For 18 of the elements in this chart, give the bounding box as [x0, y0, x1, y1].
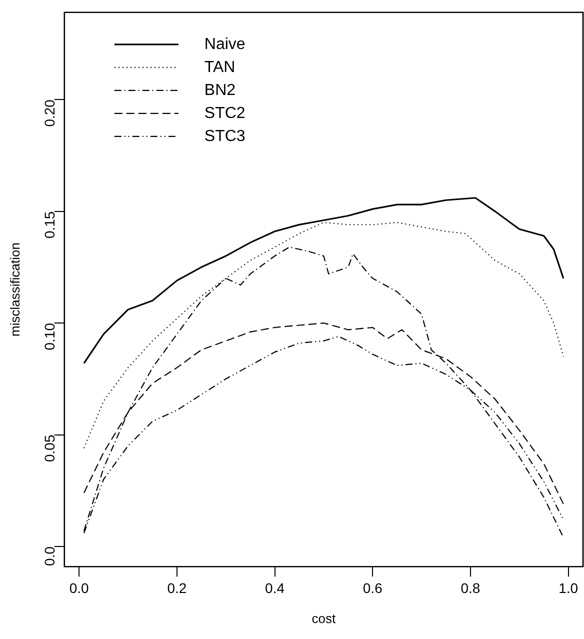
- y-tick-label: 0.05: [41, 434, 58, 462]
- x-tick-label: 0.8: [460, 580, 480, 596]
- legend-label: TAN: [204, 58, 236, 76]
- y-axis-title: misclassification: [7, 242, 22, 336]
- y-tick-label: 0.20: [41, 99, 58, 127]
- x-axis-title: cost: [312, 610, 336, 626]
- legend-label: Naive: [204, 36, 246, 53]
- legend-label: STC2: [204, 104, 246, 122]
- y-tick-label: 0.0: [41, 546, 58, 566]
- x-tick-label: 0.2: [167, 580, 187, 596]
- y-tick-label: 0.15: [41, 211, 58, 239]
- legend-label: BN2: [204, 82, 236, 99]
- x-tick-label: 0.0: [69, 580, 90, 596]
- x-tick-label: 0.6: [362, 580, 383, 596]
- x-tick-label: 0.4: [265, 580, 285, 596]
- y-tick-label: 0.10: [41, 322, 58, 350]
- x-tick-label: 1.0: [558, 580, 578, 596]
- legend-label: STC3: [204, 128, 246, 145]
